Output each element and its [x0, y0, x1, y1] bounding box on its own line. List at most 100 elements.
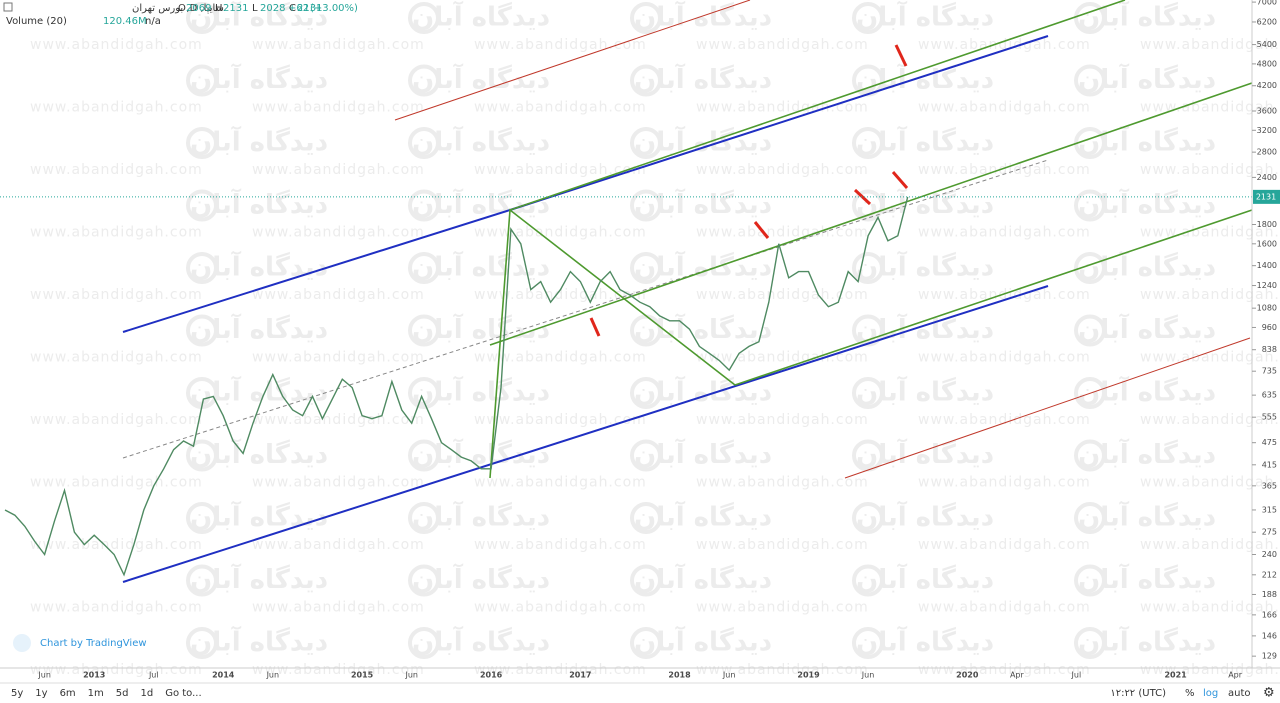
last-price-box — [1253, 189, 1280, 204]
y-tick-label: 960 — [1262, 323, 1277, 332]
y-tick-label: 555 — [1262, 413, 1277, 422]
scale-button[interactable]: % — [1185, 688, 1195, 699]
scale-button[interactable]: log — [1203, 688, 1218, 699]
watermark-url: www.abandidgah.com — [918, 350, 1091, 366]
watermark-url: www.abandidgah.com — [1140, 287, 1280, 303]
symbol: سایپا, D, بورس تهران — [132, 3, 224, 14]
watermark-url: www.abandidgah.com — [30, 537, 203, 553]
watermark-icon — [852, 252, 884, 284]
watermark-icon — [1074, 189, 1106, 222]
watermark-url: www.abandidgah.com — [918, 537, 1091, 553]
watermark-icon — [630, 127, 662, 159]
watermark-url: www.abandidgah.com — [474, 225, 647, 241]
y-tick-label: 129 — [1262, 652, 1277, 661]
watermark-icon — [186, 64, 218, 97]
watermark-url: www.abandidgah.com — [474, 412, 647, 428]
settings-icon[interactable]: ⚙ — [1263, 686, 1275, 701]
y-tick-label: 7000 — [1257, 0, 1277, 7]
drawings — [122, 0, 1253, 583]
watermark-icon — [630, 627, 662, 659]
watermark-icon — [186, 252, 218, 284]
credit[interactable]: Chart by TradingView — [40, 638, 147, 649]
ohlc-value: 2069 — [186, 3, 211, 14]
tradingview-logo[interactable] — [13, 634, 31, 652]
green-channel-line — [734, 209, 1253, 386]
watermark-url: www.abandidgah.com — [1140, 37, 1280, 53]
watermark-url: www.abandidgah.com — [30, 600, 203, 616]
x-tick-label: Jun — [722, 671, 736, 680]
y-tick-label: 2400 — [1257, 173, 1277, 182]
range-button[interactable]: 5d — [116, 688, 129, 699]
watermark-url: www.abandidgah.com — [696, 475, 869, 491]
x-tick-label: 2013 — [83, 671, 105, 680]
watermark-icon — [1074, 377, 1106, 409]
watermark-url: www.abandidgah.com — [696, 662, 869, 678]
range-button[interactable]: 1y — [35, 688, 47, 699]
watermark-url: www.abandidgah.com — [1140, 162, 1280, 178]
range-button[interactable]: 1d — [141, 688, 154, 699]
x-tick-label: 2014 — [212, 671, 235, 680]
x-tick-label: Jul — [1071, 671, 1082, 680]
watermark-icon — [186, 439, 218, 472]
ohlc-value: 2028 — [260, 3, 285, 14]
watermark-url: www.abandidgah.com — [474, 662, 647, 678]
watermark-icon — [186, 564, 218, 597]
watermark-icon — [408, 502, 440, 534]
watermark-url: www.abandidgah.com — [30, 412, 203, 428]
watermark-url: www.abandidgah.com — [474, 37, 647, 53]
toolbar: 5y 1y 6m 1m 5d 1d Go to... — [11, 688, 202, 699]
watermark-icon — [852, 127, 884, 159]
scale-button[interactable]: auto — [1228, 688, 1251, 699]
watermark-icon — [1074, 314, 1106, 347]
blue-channel-line — [122, 209, 511, 333]
watermark-icon — [408, 564, 440, 597]
change-percent: (+3.00%) — [310, 3, 358, 14]
watermark-icon — [186, 502, 218, 534]
x-tick-label: Jun — [37, 671, 51, 680]
watermark-icon — [186, 189, 218, 222]
watermark-url: www.abandidgah.com — [918, 225, 1091, 241]
ohlc-key: H — [215, 3, 223, 14]
y-tick-label: 365 — [1262, 481, 1277, 490]
watermark-url: www.abandidgah.com — [918, 287, 1091, 303]
red-channel-line — [844, 337, 1251, 479]
volume-value: 120.46M — [103, 16, 147, 27]
price-line — [4, 196, 909, 577]
watermark-url: www.abandidgah.com — [1140, 475, 1280, 491]
watermark-icon — [852, 2, 884, 34]
watermark-url: www.abandidgah.com — [252, 225, 425, 241]
watermark-url: www.abandidgah.com — [252, 412, 425, 428]
ohlc-key: C — [289, 3, 296, 14]
watermark-url: www.abandidgah.com — [918, 162, 1091, 178]
watermark-url: www.abandidgah.com — [252, 350, 425, 366]
watermark-url: www.abandidgah.com — [252, 100, 425, 116]
watermark-url: www.abandidgah.com — [918, 37, 1091, 53]
y-tick-label: 1400 — [1257, 261, 1277, 270]
watermark-url: www.abandidgah.com — [30, 225, 203, 241]
y-tick-label: 415 — [1262, 460, 1277, 469]
collapse-icon[interactable] — [3, 2, 13, 12]
x-tick-label: 2018 — [668, 671, 691, 680]
watermark-url: www.abandidgah.com — [696, 287, 869, 303]
y-tick-label: 2800 — [1257, 148, 1277, 157]
volume-title: Volume (20) — [6, 16, 67, 27]
range-button[interactable]: 6m — [60, 688, 76, 699]
ohlc-value: 2131 — [223, 3, 248, 14]
range-button[interactable]: 5y — [11, 688, 23, 699]
y-tick-label: 1080 — [1257, 304, 1277, 313]
pitchfork-handle — [489, 208, 736, 479]
watermark-icon — [1074, 564, 1106, 597]
blue-channel-line — [122, 285, 1049, 583]
range-button[interactable]: Go to... — [165, 688, 201, 699]
watermark-url: www.abandidgah.com — [252, 662, 425, 678]
watermark-url: www.abandidgah.com — [1140, 600, 1280, 616]
watermark-url: www.abandidgah.com — [474, 537, 647, 553]
watermark-url: www.abandidgah.com — [252, 537, 425, 553]
watermark-url: www.abandidgah.com — [30, 662, 203, 678]
watermark-icon — [408, 189, 440, 222]
range-button[interactable]: 1m — [88, 688, 104, 699]
watermark-icon — [1074, 2, 1106, 34]
y-tick-label: 5400 — [1257, 40, 1277, 49]
watermark-url: www.abandidgah.com — [696, 225, 869, 241]
